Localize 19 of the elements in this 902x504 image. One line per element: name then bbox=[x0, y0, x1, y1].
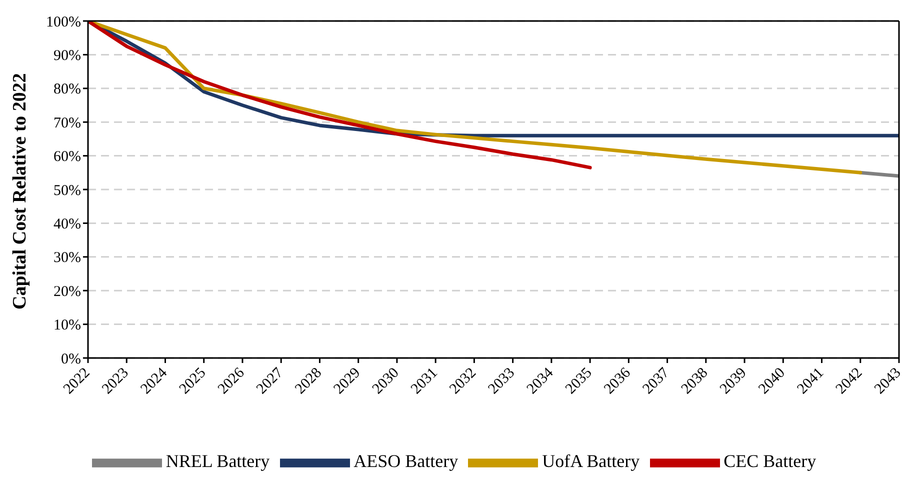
legend-label: NREL Battery bbox=[166, 451, 270, 472]
y-tick-label: 40% bbox=[54, 216, 81, 233]
y-tick-label: 10% bbox=[54, 318, 81, 334]
x-tick-label: 2041 bbox=[794, 364, 828, 398]
y-tick-label: 50% bbox=[54, 182, 81, 199]
y-tick-label: 90% bbox=[54, 48, 81, 64]
y-tick-label: 30% bbox=[54, 250, 81, 266]
legend-label: CEC Battery bbox=[724, 451, 816, 472]
y-axis-title: Capital Cost Relative to 2022 bbox=[10, 73, 31, 310]
y-tick-label: 80% bbox=[54, 82, 81, 98]
y-tick-label: 0% bbox=[61, 351, 81, 368]
y-tick-label: 20% bbox=[54, 284, 81, 300]
legend-label: AESO Battery bbox=[354, 451, 458, 472]
y-tick-label: 100% bbox=[46, 14, 81, 30]
line-series bbox=[88, 21, 592, 170]
x-tick-label: 2031 bbox=[408, 364, 441, 398]
y-tick-label: 60% bbox=[54, 149, 81, 166]
y-tick-label: 70% bbox=[54, 115, 81, 132]
legend-label: UofA Battery bbox=[542, 451, 640, 472]
